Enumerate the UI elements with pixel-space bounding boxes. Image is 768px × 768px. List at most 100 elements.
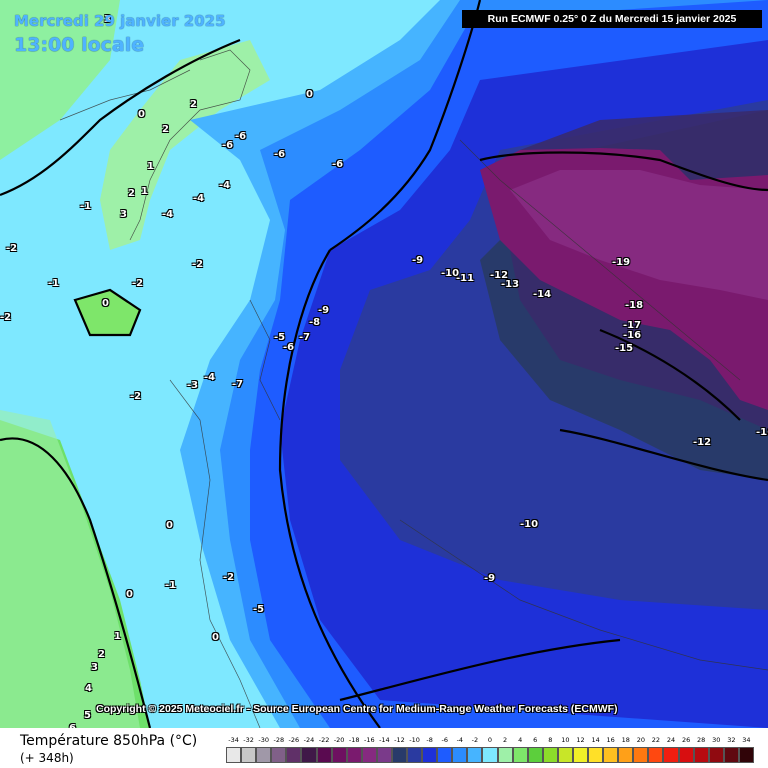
isotherm-label: -11 — [456, 273, 475, 284]
isotherm-label: -6 — [332, 159, 344, 170]
legend-lead-time: (+ 348h) — [20, 751, 74, 765]
scale-swatch — [678, 747, 694, 763]
scale-tick-label: 34 — [742, 736, 751, 744]
scale-swatch — [361, 747, 377, 763]
legend-bar: Température 850hPa (°C) (+ 348h) -34 -32-… — [0, 728, 768, 768]
scale-swatch — [241, 747, 257, 763]
isotherm-label: -18 — [625, 300, 644, 311]
scale-tick-label: -14 — [379, 736, 390, 744]
isotherm-label: 2 — [98, 649, 105, 660]
isotherm-label: 3 — [104, 14, 111, 25]
isotherm-label: 0 — [138, 109, 145, 120]
run-info: Run ECMWF 0.25° 0 Z du Mercredi 15 janvi… — [462, 10, 762, 28]
zone-warm-west — [0, 0, 120, 160]
isotherm-label: 2 — [162, 124, 169, 135]
scale-swatch — [256, 747, 272, 763]
scale-swatch — [316, 747, 332, 763]
isotherm-label: -1 — [165, 580, 177, 591]
scale-swatch — [286, 747, 302, 763]
scale-swatch — [723, 747, 739, 763]
scale-tick-label: -10 — [409, 736, 420, 744]
scale-swatch — [527, 747, 543, 763]
isotherm-label: 2 — [128, 188, 135, 199]
isotherm-label: -9 — [412, 255, 424, 266]
zone-minus18 — [510, 170, 768, 300]
isotherm-label: 1 — [114, 631, 121, 642]
scale-swatch — [376, 747, 392, 763]
isotherm-label: -17 — [623, 320, 642, 331]
scale-tick-label: 14 — [591, 736, 600, 744]
scale-swatch — [452, 747, 468, 763]
scale-swatch — [497, 747, 513, 763]
scale-swatch — [618, 747, 634, 763]
scale-tick-label: 20 — [636, 736, 645, 744]
scale-tick-label: -34 — [228, 736, 239, 744]
zone-warm-southwest-2 — [0, 410, 140, 728]
isotherm-label: 4 — [85, 683, 92, 694]
scale-swatch — [226, 747, 242, 763]
scale-swatch — [693, 747, 709, 763]
scale-tick-label: 26 — [681, 736, 691, 744]
scale-tick-label: 10 — [561, 736, 570, 744]
isotherm-contours — [0, 0, 768, 728]
scale-swatch — [271, 747, 287, 763]
zone-zero-blob — [75, 290, 140, 335]
scale-tick-label: 0 — [487, 736, 493, 744]
scale-tick-label: 16 — [606, 736, 615, 744]
isotherm-label: -14 — [533, 289, 552, 300]
scale-tick-label: -28 — [273, 736, 285, 744]
scale-tick-label: -30 — [258, 736, 269, 744]
scale-swatch — [467, 747, 483, 763]
scale-tick-label: 28 — [697, 736, 706, 744]
scale-swatch — [437, 747, 453, 763]
isotherm-label: -12 — [693, 437, 712, 448]
isotherm-label: -10 — [520, 519, 539, 530]
isotherm-label: -16 — [623, 330, 642, 341]
isotherm-label: -5 — [274, 332, 286, 343]
isotherm-label: -9 — [484, 573, 496, 584]
scale-tick-label: 32 — [727, 736, 736, 744]
scale-tick-label: 4 — [518, 736, 523, 744]
isotherm-label: 0 — [126, 589, 133, 600]
isotherm-label: -9 — [318, 305, 330, 316]
scale-swatch — [422, 747, 438, 763]
scale-swatch — [391, 747, 408, 763]
copyright-notice: Copyright © 2025 Meteociel.fr - Source E… — [96, 703, 618, 715]
scale-swatch — [512, 747, 528, 763]
isotherm-label: -6 — [235, 131, 247, 142]
coastlines — [59, 49, 768, 728]
isotherm-label: -12 — [490, 270, 509, 281]
isotherm-label: 0 — [306, 89, 313, 100]
forecast-date: Mercredi 29 janvier 2025 — [14, 12, 226, 30]
isotherm-label: -2 — [6, 243, 18, 254]
isotherm-label: -4 — [219, 180, 231, 191]
scale-tick-label: -16 — [363, 736, 375, 744]
scale-swatch — [557, 747, 573, 763]
scale-tick-label: -26 — [288, 736, 300, 744]
scale-swatch — [542, 747, 558, 763]
scale-swatch — [633, 747, 649, 763]
isotherm-label: -16 — [756, 427, 768, 438]
scale-swatch — [603, 747, 619, 763]
isotherm-label: 0 — [212, 632, 219, 643]
scale-tick-label: -22 — [318, 736, 330, 744]
isotherm-label: -2 — [223, 572, 235, 583]
scale-swatch — [588, 747, 604, 763]
isotherm-label: 2 — [190, 99, 197, 110]
isotherm-label: 5 — [84, 710, 91, 721]
scale-swatch — [482, 747, 498, 763]
isotherm-label: 1 — [147, 161, 154, 172]
isotherm-label: -7 — [299, 332, 311, 343]
scale-tick-label: -18 — [348, 736, 360, 744]
isotherm-label: -13 — [501, 279, 520, 290]
scale-tick-label: 18 — [621, 736, 630, 744]
scale-tick-label: -24 — [303, 736, 315, 744]
scale-tick-label: -32 — [243, 736, 254, 744]
scale-tick-label: 8 — [548, 736, 553, 744]
legend-title: Température 850hPa (°C) — [20, 733, 198, 749]
isotherm-label: -2 — [192, 259, 204, 270]
isotherm-label: -10 — [441, 268, 460, 279]
scale-swatch — [346, 747, 362, 763]
isotherm-label: 1 — [141, 186, 148, 197]
isotherm-label: 3 — [91, 662, 98, 673]
